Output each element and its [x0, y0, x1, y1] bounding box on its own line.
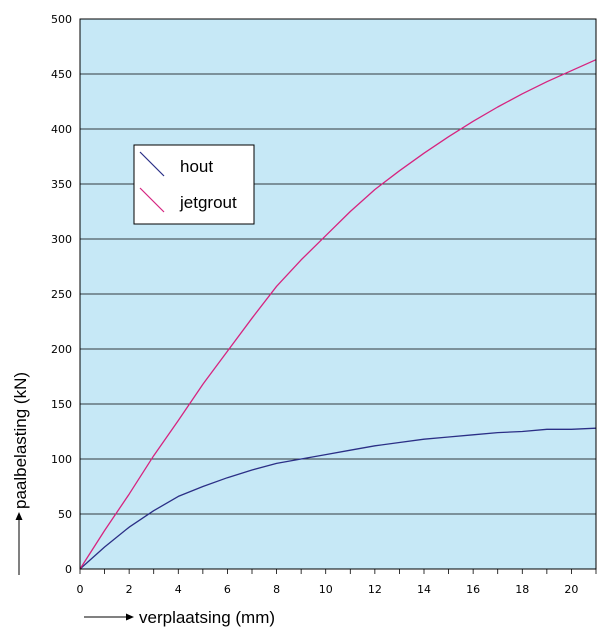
y-tick-label: 350 [51, 178, 72, 191]
y-tick-label: 500 [51, 13, 72, 26]
y-tick-label: 50 [58, 508, 72, 521]
y-tick-label: 100 [51, 453, 72, 466]
x-tick-label: 14 [417, 583, 431, 596]
y-tick-label: 250 [51, 288, 72, 301]
x-tick-label: 16 [466, 583, 480, 596]
y-tick-label: 150 [51, 398, 72, 411]
x-tick-label: 18 [515, 583, 529, 596]
plot-frame [79, 18, 597, 570]
legend: hout jetgrout [133, 144, 255, 225]
x-tick-label: 10 [319, 583, 333, 596]
legend-label-hout: hout [180, 157, 213, 176]
x-axis-arrowhead [126, 613, 134, 621]
y-tick-label: 400 [51, 123, 72, 136]
x-tick-label: 20 [564, 583, 578, 596]
x-tick-label: 0 [77, 583, 84, 596]
y-axis-title: paalbelasting (kN) [11, 372, 30, 575]
legend-box [133, 144, 255, 225]
y-tick-label: 300 [51, 233, 72, 246]
axis-ticks: 0 50 100 150 200 250 300 350 400 450 500 0 2 4 6 8 10 12 1… [51, 13, 597, 596]
series-line-hout [79, 427, 597, 570]
series-line-jetgrout [79, 59, 597, 570]
series-lines [79, 59, 597, 570]
gridlines [80, 73, 596, 515]
legend-swatch-hout [139, 151, 165, 177]
legend-swatch-jetgrout [139, 187, 165, 213]
x-tick-label: 4 [175, 583, 182, 596]
y-axis-label: paalbelasting (kN) [11, 372, 30, 509]
y-tick-label: 200 [51, 343, 72, 356]
x-tick-label: 8 [273, 583, 280, 596]
y-tick-label: 450 [51, 68, 72, 81]
x-tick-label: 6 [224, 583, 231, 596]
x-axis-label: verplaatsing (mm) [139, 608, 275, 627]
y-tick-label: 0 [65, 563, 72, 576]
x-tick-label: 2 [126, 583, 133, 596]
y-axis-arrowhead [15, 512, 23, 520]
x-tick-label: 12 [368, 583, 382, 596]
legend-label-jetgrout: jetgrout [179, 193, 237, 212]
x-axis-title: verplaatsing (mm) [84, 608, 275, 627]
